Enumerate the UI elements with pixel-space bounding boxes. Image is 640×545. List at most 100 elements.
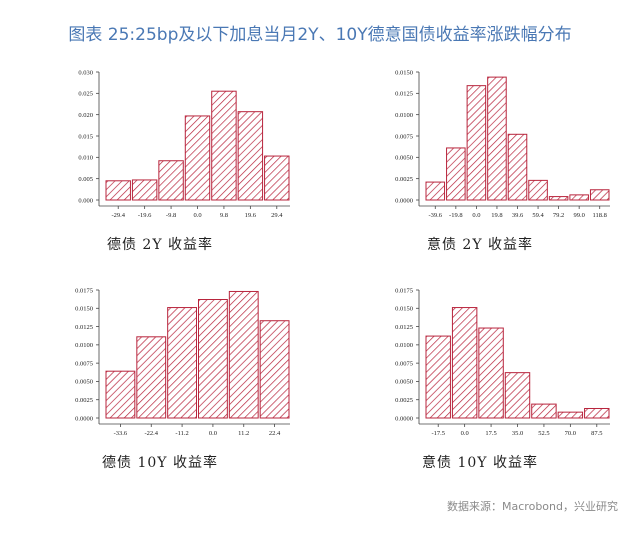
bar-it-2y: [446, 147, 466, 201]
chart-title-it-2y: 意债 2Y 收益率: [426, 237, 534, 253]
y-tick-label-de-10y: 0.0125: [75, 324, 93, 331]
x-tick-label-de-2y: -19.6: [138, 212, 152, 219]
x-tick-label-it-10y: -17.5: [431, 430, 445, 437]
chart-title-de-2y: 德债 2Y 收益率: [106, 237, 214, 253]
y-tick-label-it-2y: 0.0050: [395, 155, 413, 162]
y-tick-label-de-10y: 0.0150: [75, 306, 93, 313]
y-tick-label-it-10y: 0.0075: [395, 360, 413, 367]
x-tick-label-it-2y: 0.0: [472, 212, 480, 219]
chart-panel-de-2y: 0.000 0.005 0.010 0.015 0.020 0.025 0.030 -29.4…: [0, 62, 320, 277]
y-tick-label-de-2y: 0.015: [78, 133, 93, 140]
chart-svg-de-10y: 0.00000.00250.00500.00750.01000.01250.01…: [75, 287, 290, 437]
bar-de-2y: [211, 90, 237, 201]
bar-it-2y: [589, 189, 610, 201]
x-tick-label-it-2y: 19.8: [491, 212, 502, 219]
x-tick-label-de-10y: -22.4: [144, 430, 158, 437]
y-tick-label-de-2y: 0.025: [78, 91, 93, 98]
bar-it-2y: [569, 194, 589, 201]
x-tick-label-it-2y: 79.2: [553, 212, 564, 219]
chart-panel-it-10y: 0.0000 0.0025 0.0050 0.0075 0.0100 0.0125 0.01…: [320, 280, 640, 495]
y-tick-label-it-10y: 0.0150: [395, 306, 413, 313]
y-tick-label-de-2y: 0.010: [78, 155, 93, 162]
bar-it-10y: [425, 335, 451, 419]
bar-de-2y: [184, 115, 211, 201]
x-tick-label-de-10y: 11.2: [238, 430, 249, 437]
x-tick-label-it-10y: 0.0: [461, 430, 469, 437]
x-tick-label-it-2y: -19.8: [449, 212, 463, 219]
bar-de-10y: [228, 290, 259, 419]
y-tick-label-it-10y: 0.0125: [395, 324, 413, 331]
bar-it-10y: [504, 372, 531, 419]
bar-de-10y: [136, 336, 167, 419]
y-tick-label-it-2y: 0.0125: [395, 91, 413, 98]
x-tick-label-it-2y: -39.6: [429, 212, 443, 219]
bar-de-2y: [237, 111, 264, 201]
x-tick-label-it-10y: 52.5: [538, 430, 549, 437]
bar-de-10y: [259, 320, 290, 419]
x-tick-label-it-10y: 17.5: [485, 430, 496, 437]
x-tick-label-it-2y: 59.4: [532, 212, 544, 219]
x-tick-label-de-10y: 22.4: [269, 430, 281, 437]
bar-it-2y: [425, 181, 446, 201]
x-tick-label-it-10y: 87.5: [591, 430, 602, 437]
chart-svg-de-2y: 0.000 0.005 0.010 0.015 0.020 0.025 0.030 -29.4…: [78, 69, 290, 219]
bar-it-10y: [531, 403, 557, 419]
bar-de-2y: [158, 160, 184, 201]
bar-it-2y: [487, 76, 507, 201]
y-tick-label-it-10y: 0.0000: [395, 415, 413, 422]
y-tick-label-de-10y: 0.0100: [75, 342, 93, 349]
y-tick-label-it-2y: 0.0075: [395, 133, 413, 140]
y-tick-label-de-10y: 0.0175: [75, 287, 93, 294]
y-tick-label-de-10y: 0.0050: [75, 379, 93, 386]
bar-de-2y: [264, 155, 290, 201]
figure-title: 图表 25:25bp及以下加息当月2Y、10Y德意国债收益率涨跌幅分布: [68, 25, 572, 45]
y-tick-label-it-2y: 0.0150: [395, 69, 413, 76]
bar-de-2y: [105, 180, 131, 201]
y-tick-label-de-10y: 0.0075: [75, 360, 93, 367]
bar-it-2y: [507, 133, 528, 201]
y-tick-label-it-10y: 0.0050: [395, 379, 413, 386]
x-tick-label-it-2y: 39.6: [512, 212, 524, 219]
chart-svg-it-10y: 0.00000.00250.00500.00750.01000.01250.01…: [395, 287, 610, 437]
x-tick-label-de-10y: -33.6: [114, 430, 128, 437]
x-tick-label-it-2y: 118.8: [593, 212, 607, 219]
y-tick-label-it-2y: 0.0000: [395, 197, 413, 204]
y-tick-label-it-2y: 0.0025: [395, 176, 413, 183]
x-tick-label-de-2y: -9.8: [166, 212, 176, 219]
y-tick-label-de-2y: 0.020: [78, 112, 93, 119]
x-tick-label-de-2y: -29.4: [111, 212, 125, 219]
x-tick-label-de-2y: 19.6: [245, 212, 257, 219]
chart-panel-de-10y: 0.0000 0.0025 0.0050 0.0075 0.0100 0.0125 0.01…: [0, 280, 320, 495]
x-tick-label-de-10y: -11.2: [175, 430, 188, 437]
bar-it-10y: [584, 407, 610, 419]
y-tick-label-de-2y: 0.000: [78, 197, 93, 204]
bar-it-2y: [528, 179, 548, 201]
bar-it-10y: [451, 307, 478, 419]
x-tick-label-it-10y: 35.0: [512, 430, 523, 437]
y-tick-label-de-2y: 0.005: [78, 176, 93, 183]
x-tick-label-it-10y: 70.0: [565, 430, 576, 437]
bar-de-10y: [167, 307, 198, 419]
bar-it-2y: [548, 196, 569, 201]
bar-it-2y: [466, 85, 487, 201]
y-tick-label-de-10y: 0.0025: [75, 397, 93, 404]
y-tick-label-it-10y: 0.0100: [395, 342, 413, 349]
x-tick-label-it-2y: 99.0: [573, 212, 584, 219]
chart-title-de-10y: 德债 10Y 收益率: [102, 455, 218, 471]
x-tick-label-de-2y: 0.0: [193, 212, 201, 219]
x-tick-label-de-2y: 29.4: [271, 212, 283, 219]
x-tick-label-de-2y: 9.8: [220, 212, 228, 219]
y-tick-label-it-10y: 0.0175: [395, 287, 413, 294]
bar-de-10y: [198, 299, 228, 419]
bar-de-2y: [131, 179, 158, 201]
y-tick-label-it-10y: 0.0025: [395, 397, 413, 404]
y-tick-label-de-2y: 0.030: [78, 69, 93, 76]
source-note: 数据来源：Macrobond，兴业研究: [447, 500, 618, 513]
chart-panel-it-2y: 0.0000 0.0025 0.0050 0.0075 0.0100 0.0125 0.01…: [320, 62, 640, 277]
bar-de-10y: [105, 370, 136, 419]
bar-it-10y: [478, 327, 504, 419]
bar-it-10y: [557, 411, 584, 419]
chart-svg-it-2y: 0.00000.00250.00500.00750.01000.01250.01…: [395, 69, 610, 219]
x-tick-label-de-10y: 0.0: [209, 430, 217, 437]
y-tick-label-it-2y: 0.0100: [395, 112, 413, 119]
